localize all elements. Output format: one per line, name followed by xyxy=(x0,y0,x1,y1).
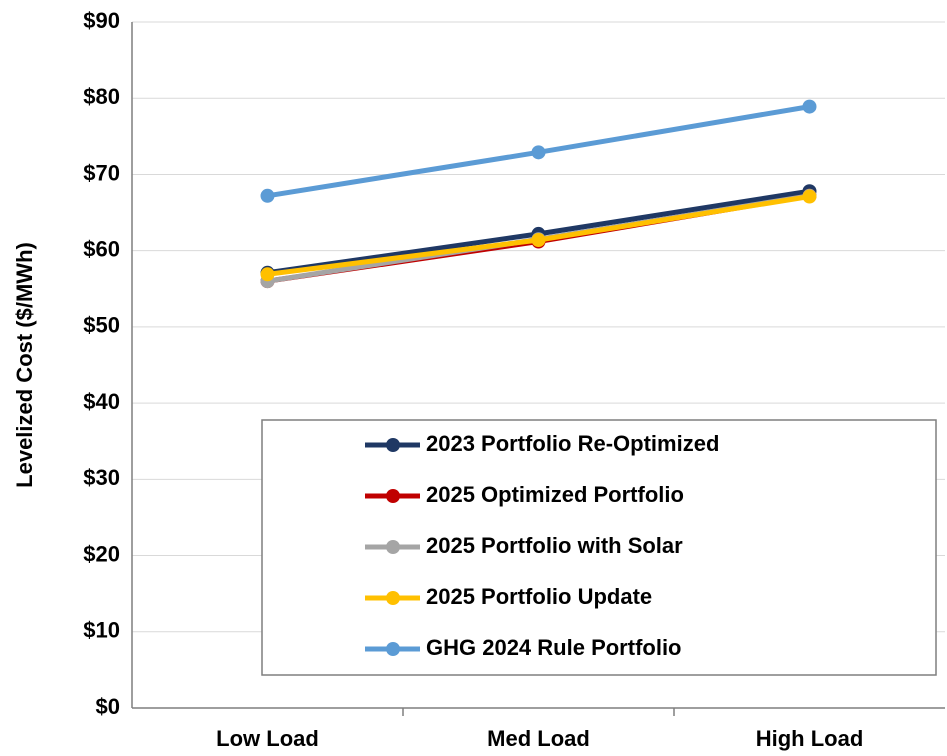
legend-label: 2025 Portfolio Update xyxy=(426,584,652,609)
y-tick-label: $30 xyxy=(83,465,120,490)
data-point xyxy=(260,188,275,203)
legend-label: 2025 Portfolio with Solar xyxy=(426,533,683,558)
y-tick-label: $50 xyxy=(83,313,120,338)
y-tick-label: $70 xyxy=(83,160,120,185)
legend-marker xyxy=(386,642,400,656)
legend-label: 2023 Portfolio Re-Optimized xyxy=(426,431,719,456)
data-point xyxy=(802,99,817,114)
legend-label: 2025 Optimized Portfolio xyxy=(426,482,684,507)
legend-marker xyxy=(386,540,400,554)
y-tick-label: $10 xyxy=(83,618,120,643)
legend-marker xyxy=(386,489,400,503)
x-tick-label: Med Load xyxy=(487,726,590,751)
y-tick-label: $0 xyxy=(96,694,120,719)
data-point xyxy=(531,145,546,160)
x-tick-label: Low Load xyxy=(216,726,319,751)
data-point xyxy=(260,267,275,282)
legend-label: GHG 2024 Rule Portfolio xyxy=(426,635,682,660)
y-tick-label: $80 xyxy=(83,84,120,109)
data-point xyxy=(802,189,817,204)
y-tick-label: $20 xyxy=(83,541,120,566)
y-axis-label: Levelized Cost ($/MWh) xyxy=(12,242,37,488)
y-tick-label: $90 xyxy=(83,8,120,33)
legend-marker xyxy=(386,591,400,605)
legend-marker xyxy=(386,438,400,452)
y-tick-label: $40 xyxy=(83,389,120,414)
data-point xyxy=(531,232,546,247)
y-tick-label: $60 xyxy=(83,236,120,261)
x-tick-label: High Load xyxy=(756,726,864,751)
